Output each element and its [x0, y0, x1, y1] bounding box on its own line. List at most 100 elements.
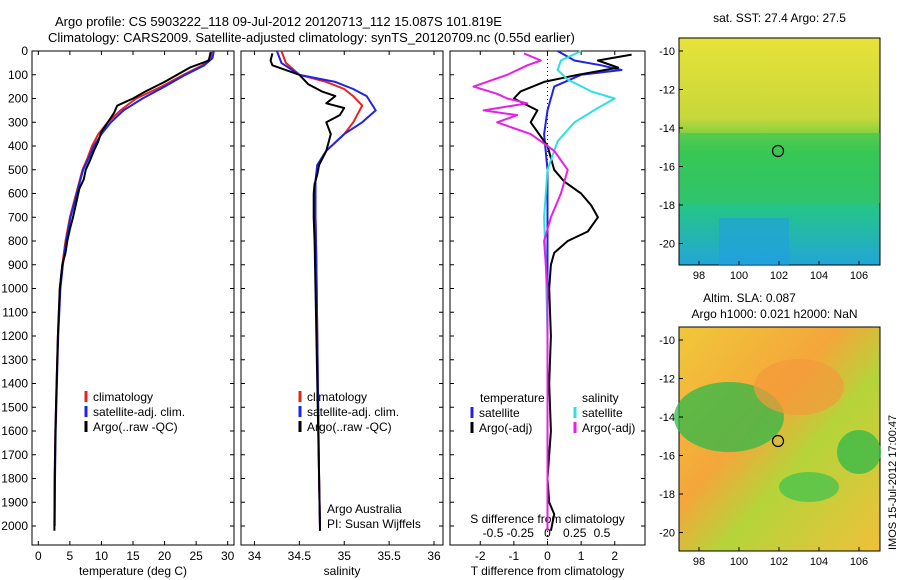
panel-temperature: 0100200300400500600700800900100011001200…	[1, 44, 234, 578]
map-field	[719, 218, 789, 265]
chart-title-line2: Climatology: CARS2009. Satellite-adjuste…	[48, 30, 575, 45]
annotation-text: Argo Australia	[327, 502, 402, 516]
legend-label: climatology	[93, 390, 153, 404]
panel-salinity: 34 34.5 35 35.5 36 salinity climatologysatelli…	[240, 50, 444, 578]
y-tick-label: 900	[8, 258, 28, 272]
x-tick-label: 98	[693, 556, 705, 568]
y-tick-label: 500	[8, 163, 28, 177]
y-tick-label: 400	[8, 139, 28, 153]
y-tick-label: -20	[659, 528, 675, 540]
map-field	[837, 430, 881, 474]
map-title: Argo h1000: 0.021 h2000: NaN	[691, 307, 857, 321]
x-tick-label: 100	[730, 270, 748, 282]
legend-label: Argo(..raw -QC)	[307, 420, 392, 434]
legend-label: satellite	[479, 406, 520, 420]
y-tick-label: 1800	[1, 472, 28, 486]
x-tick-label: 98	[693, 270, 705, 282]
panel-frame	[240, 50, 444, 546]
y-tick-label: -16	[659, 162, 675, 174]
y-tick-label: -10	[659, 335, 675, 347]
y-tick-label: 1300	[1, 353, 28, 367]
map-field	[679, 133, 880, 203]
y-tick-label: 700	[8, 210, 28, 224]
panel-difference: -2 -1 0 1 2T difference from climatology -0.5…	[449, 50, 646, 578]
map-field	[779, 472, 839, 502]
y-tick-label: -14	[659, 412, 675, 424]
top-tick-label: 0	[544, 526, 551, 540]
y-tick-label: -12	[659, 374, 675, 386]
footer-timestamp: IMOS 15-Jul-2012 17:00:47	[887, 415, 899, 550]
y-tick-label: 1100	[2, 305, 28, 319]
x-tick-label: 5	[67, 549, 74, 563]
panel-frame	[31, 50, 235, 546]
x-tick-label: 34.5	[288, 549, 312, 563]
x-axis-label: temperature (deg C)	[79, 564, 187, 578]
y-tick-label: 600	[8, 187, 28, 201]
x-tick-label: 35.5	[377, 549, 401, 563]
legend-label: Argo(-adj)	[582, 421, 635, 435]
y-tick-label: -14	[659, 123, 675, 135]
x-tick-label: 2	[611, 549, 618, 563]
chart-title-line1: Argo profile: CS 5903222_118 09-Jul-2012…	[55, 14, 502, 29]
y-tick-label: 1000	[1, 282, 28, 296]
x-tick-label: 0	[544, 549, 551, 563]
y-tick-label: -20	[659, 239, 675, 251]
y-tick-label: -12	[659, 85, 675, 97]
map-title: sat. SST: 27.4 Argo: 27.5	[713, 11, 846, 25]
legend-label: Argo(..raw -QC)	[93, 420, 178, 434]
top-tick-label: 0.25	[563, 526, 587, 540]
x-tick-label: 34	[248, 549, 262, 563]
sla-map: 98 100 102 104 106 -10 -12 -14 -16 -18 -20 Altim. S…	[659, 291, 881, 568]
x-tick-label: 15	[126, 549, 140, 563]
legend-label: Argo(-adj)	[479, 421, 532, 435]
y-tick-label: 1200	[1, 329, 28, 343]
y-tick-label: -18	[659, 489, 675, 501]
y-tick-label: -16	[659, 451, 675, 463]
x-tick-label: 106	[850, 556, 868, 568]
y-tick-label: 1700	[1, 448, 28, 462]
legend-label: temperature	[480, 391, 545, 405]
series-line	[472, 52, 569, 531]
top-tick-label: -0.25	[507, 526, 535, 540]
x-tick-label: 36	[427, 549, 441, 563]
top-tick-label: 0.5	[594, 526, 611, 540]
legend-label: satellite-adj. clim.	[93, 405, 185, 419]
argo-location-marker	[771, 434, 785, 448]
map-title: Altim. SLA: 0.087	[703, 291, 796, 305]
y-tick-label: 200	[8, 92, 28, 106]
x-tick-label: 102	[770, 556, 788, 568]
y-tick-label: 1900	[1, 495, 28, 509]
y-tick-label: -10	[659, 46, 675, 58]
x-tick-label: 104	[810, 556, 828, 568]
legend-label: satellite-adj. clim.	[307, 405, 399, 419]
x-tick-label: 104	[810, 270, 828, 282]
x-tick-label: 25	[189, 549, 203, 563]
x-tick-label: 106	[850, 270, 868, 282]
y-tick-label: 1600	[1, 424, 28, 438]
y-tick-label: -18	[659, 200, 675, 212]
y-tick-label: 100	[8, 68, 28, 82]
y-tick-label: 1400	[1, 377, 28, 391]
legend-label: satellite	[582, 406, 623, 420]
y-tick-label: 300	[8, 115, 28, 129]
x-tick-label: 10	[95, 549, 109, 563]
annotation-text: PI: Susan Wijffels	[327, 517, 421, 531]
y-tick-label: 2000	[1, 519, 28, 533]
x-tick-label: -2	[475, 549, 486, 563]
sst-map: 98 100 102 104 106 -10 -12 -14 -16 -18 -20 sat. SST…	[659, 11, 881, 282]
map-field	[754, 359, 844, 415]
y-tick-label: 800	[8, 234, 28, 248]
x-axis-label: T difference from climatology	[471, 564, 625, 578]
legend-label: climatology	[307, 390, 367, 404]
legend-label: salinity	[582, 391, 619, 405]
top-tick-label: -0.5	[483, 526, 504, 540]
x-tick-label: 30	[221, 549, 235, 563]
x-tick-label: 100	[730, 556, 748, 568]
x-axis-label: salinity	[324, 564, 361, 578]
x-tick-label: 0	[35, 549, 42, 563]
argo-location-marker	[771, 144, 785, 158]
x-tick-label: 35	[338, 549, 352, 563]
x-tick-label: 1	[578, 549, 585, 563]
series-line	[269, 53, 346, 531]
y-tick-label: 0	[21, 44, 28, 58]
